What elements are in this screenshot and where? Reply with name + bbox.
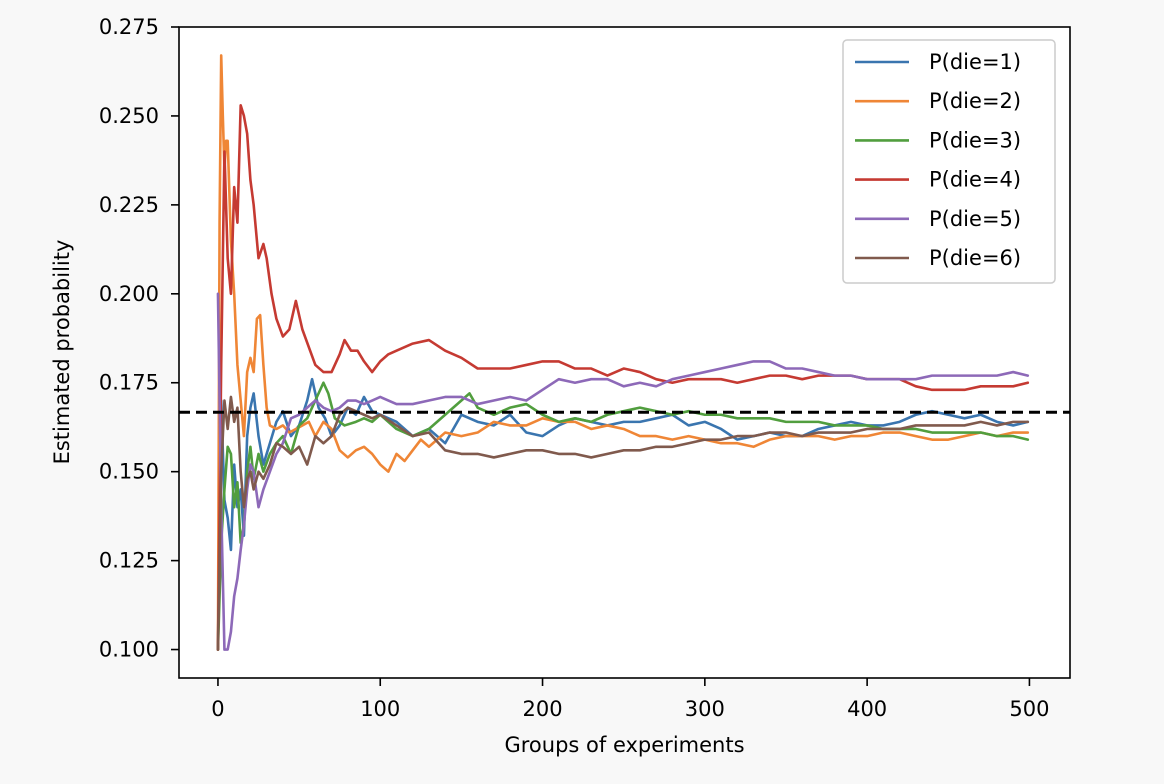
x-tick-label: 200 [522,697,562,721]
y-tick-label: 0.175 [99,371,159,395]
y-axis: 0.100 0.125 0.150 0.175 0.200 0.225 0.250 0.275 [99,15,179,662]
series-line-1 [216,377,1030,651]
series-line-6 [216,395,1030,651]
series-layer [216,54,1030,651]
y-axis-title: Estimated probability [50,240,74,465]
y-tick-label: 0.275 [99,15,159,39]
legend-label-5: P(die=5) [929,207,1021,231]
x-tick-label: 100 [360,697,400,721]
legend-label-2: P(die=2) [929,89,1021,113]
legend-items: P(die=1) P(die=2) P(die=3) P(die=4) P(die=5)… [855,50,1021,270]
x-tick-label: 300 [685,697,725,721]
x-tick-label: 400 [847,697,887,721]
series-line-2 [216,54,1030,651]
x-tick-label: 500 [1009,697,1049,721]
y-tick-label: 0.200 [99,282,159,306]
y-tick-label: 0.125 [99,549,159,573]
y-tick-label: 0.150 [99,460,159,484]
y-tick-label: 0.100 [99,638,159,662]
x-axis-title: Groups of experiments [504,733,744,757]
x-axis: 0 100 200 300 400 500 [211,678,1049,721]
legend-label-6: P(die=6) [929,246,1021,270]
x-tick-label: 0 [211,697,224,721]
y-tick-label: 0.225 [99,193,159,217]
y-tick-label: 0.250 [99,104,159,128]
legend-label-4: P(die=4) [929,168,1021,192]
legend-label-1: P(die=1) [929,50,1021,74]
legend: P(die=1) P(die=2) P(die=3) P(die=4) P(die=5)… [842,39,1056,284]
axes-frame [178,26,1071,679]
legend-label-3: P(die=3) [929,128,1021,152]
series-line-3 [216,381,1030,651]
